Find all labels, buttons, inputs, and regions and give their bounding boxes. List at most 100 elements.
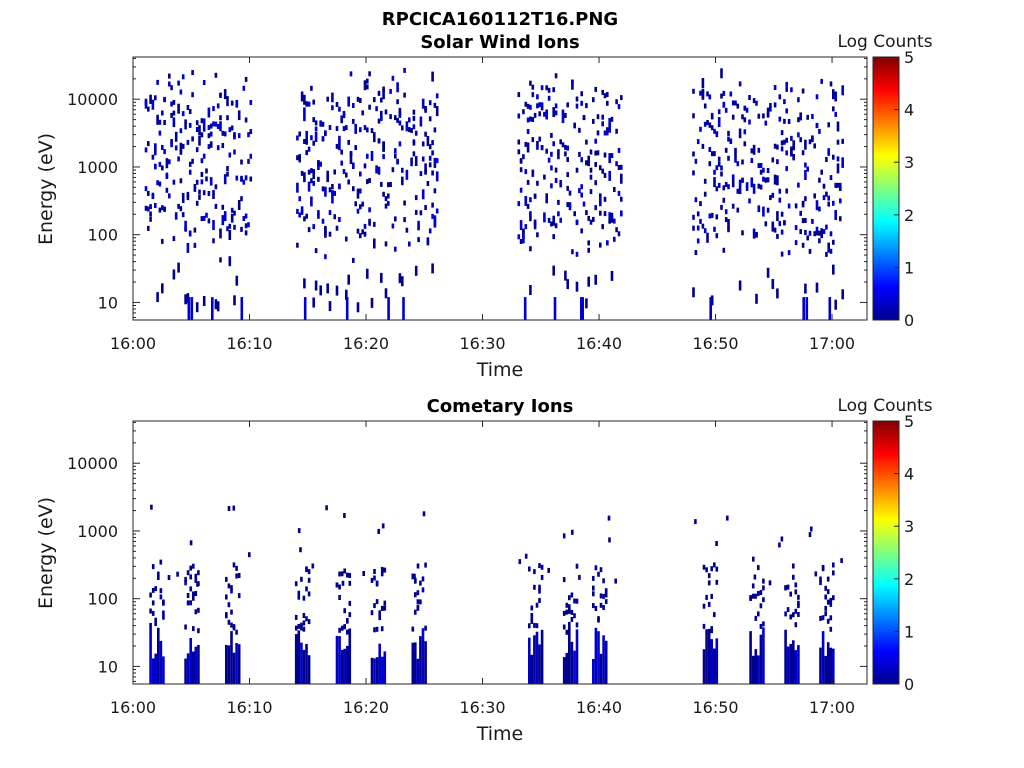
heatmap-cell — [826, 642, 830, 684]
heatmap-cell — [419, 580, 422, 586]
heatmap-cell — [373, 603, 376, 609]
heatmap-cell — [170, 101, 173, 107]
heatmap-cell — [517, 92, 521, 98]
heatmap-cell — [794, 582, 798, 588]
heatmap-cell — [620, 210, 623, 216]
heatmap-cell — [181, 111, 185, 117]
heatmap-cell — [797, 132, 800, 138]
heatmap-cell — [780, 130, 784, 136]
heatmap-cell — [156, 114, 159, 125]
heatmap-cell — [170, 112, 173, 118]
heatmap-cell — [219, 228, 222, 239]
heatmap-cell — [297, 590, 301, 596]
heatmap-cell — [297, 594, 301, 600]
heatmap-cell — [209, 180, 213, 186]
heatmap-cell — [786, 607, 790, 613]
heatmap-cell — [568, 604, 571, 610]
heatmap-cell — [228, 230, 232, 240]
heatmap-cell — [249, 176, 253, 182]
heatmap-cell — [720, 68, 723, 79]
heatmap-cell — [832, 154, 835, 160]
heatmap-cell — [589, 189, 593, 195]
heatmap-cell — [378, 615, 381, 621]
panel-cometary: Cometary Ions 16:00 16:10 16:20 16:30 16:40 1… — [35, 396, 933, 745]
heatmap-cell — [696, 139, 700, 145]
heatmap-cell — [324, 254, 327, 260]
heatmap-cell — [608, 212, 611, 223]
heatmap-cell — [389, 114, 392, 120]
heatmap-cell — [778, 188, 782, 194]
heatmap-cell — [235, 643, 238, 684]
heatmap-cell — [799, 210, 802, 216]
heatmap-cell — [602, 578, 605, 584]
heatmap-cell — [184, 580, 187, 586]
heatmap-cell — [200, 158, 204, 164]
heatmap-cell — [692, 113, 695, 119]
heatmap-cell — [769, 106, 772, 112]
heatmap-cell — [394, 148, 397, 154]
heatmap-cell — [764, 221, 768, 227]
heatmap-cell — [237, 133, 241, 139]
heatmap-cell — [741, 114, 744, 120]
heatmap-cell — [300, 206, 304, 212]
heatmap-cell — [298, 196, 301, 202]
heatmap-cell — [347, 96, 350, 107]
heatmap-cell — [827, 242, 830, 253]
heatmap-cell — [249, 153, 253, 159]
heatmap-cell — [839, 186, 842, 191]
x-tick-label: 16:40 — [576, 698, 622, 717]
heatmap-cell — [606, 127, 609, 133]
heatmap-cell — [428, 155, 432, 161]
heatmap-cell — [247, 158, 250, 164]
heatmap-cell — [343, 513, 346, 518]
heatmap-cell — [414, 265, 418, 276]
heatmap-cell — [378, 643, 381, 684]
heatmap-cell — [713, 151, 716, 157]
heatmap-cell — [305, 139, 308, 145]
heatmap-cell — [752, 183, 756, 194]
heatmap-cell — [755, 100, 758, 106]
heatmap-cell — [202, 296, 206, 306]
heatmap-cell — [375, 168, 378, 174]
heatmap-cell — [221, 204, 225, 210]
heatmap-cell — [531, 117, 535, 122]
heatmap-cell — [589, 219, 593, 225]
heatmap-cell — [701, 88, 705, 99]
heatmap-cell — [294, 581, 298, 587]
heatmap-cell — [189, 565, 192, 571]
heatmap-cell — [589, 149, 593, 155]
heatmap-cell — [230, 207, 234, 213]
heatmap-cell — [832, 648, 835, 684]
heatmap-cell — [724, 209, 728, 215]
heatmap-cell — [356, 302, 360, 313]
heatmap-cell — [202, 190, 206, 196]
heatmap-cell — [841, 138, 844, 144]
heatmap-cell — [713, 169, 716, 175]
heatmap-cell — [212, 106, 215, 112]
heatmap-cell — [836, 121, 840, 132]
heatmap-cell — [594, 627, 598, 684]
heatmap-cell — [538, 644, 541, 684]
heatmap-cell — [375, 626, 379, 632]
heatmap-cell — [247, 132, 250, 138]
heatmap-cell — [692, 287, 695, 298]
heatmap-cell — [764, 120, 768, 126]
heatmap-cell — [147, 225, 150, 231]
heatmap-cell — [745, 107, 749, 113]
heatmap-cell — [702, 623, 706, 629]
heatmap-cell — [703, 228, 707, 234]
heatmap-cell — [384, 203, 388, 209]
heatmap-cell — [189, 586, 192, 592]
heatmap-cell — [780, 536, 784, 542]
heatmap-cell — [198, 135, 201, 146]
heatmap-cell — [377, 138, 381, 144]
panel-title: Cometary Ions — [427, 396, 574, 417]
heatmap-cell — [192, 591, 195, 597]
heatmap-cell — [536, 180, 539, 186]
heatmap-cell — [421, 189, 425, 200]
heatmap-cell — [411, 626, 415, 632]
heatmap-cell — [815, 226, 819, 232]
heatmap-cell — [832, 89, 835, 100]
heatmap-cell — [821, 631, 825, 684]
heatmap-cell — [321, 218, 325, 224]
